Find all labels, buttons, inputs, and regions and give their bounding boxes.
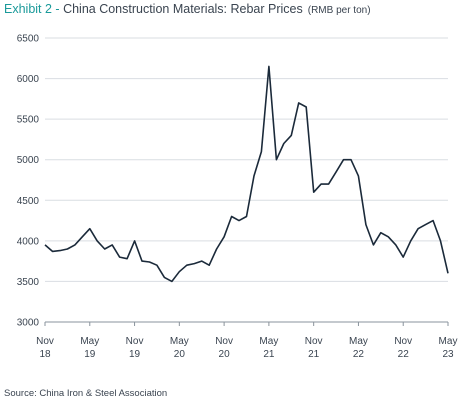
x-tick-label-line: May — [80, 336, 99, 347]
x-tick-label: Nov 22 — [394, 336, 412, 360]
x-tick-label: Nov 19 — [126, 336, 144, 360]
y-tick-label: 4000 — [17, 236, 40, 247]
x-tick-label-line: 22 — [398, 349, 410, 360]
x-tick-label-line: 18 — [39, 349, 51, 360]
source: Source: China Iron & Steel Association — [4, 388, 167, 399]
x-tick-label: May 22 — [349, 336, 368, 360]
x-tick-label-line: 20 — [174, 349, 186, 360]
x-tick-label-line: 20 — [219, 349, 231, 360]
x-tick-label-line: May — [439, 336, 458, 347]
y-tick-label: 6000 — [17, 74, 40, 85]
title-main: China Construction Materials: Rebar Pric… — [63, 2, 303, 16]
x-tick-label: May 20 — [170, 336, 189, 360]
x-tick-label-line: 23 — [442, 349, 454, 360]
x-tick-label: May 21 — [259, 336, 278, 360]
y-tick-label: 3500 — [17, 277, 40, 288]
x-tick-label-line: Nov — [215, 336, 233, 347]
x-tick-label-line: Nov — [305, 336, 323, 347]
x-tick-label-line: Nov — [394, 336, 412, 347]
x-tick-label: Nov 21 — [305, 336, 323, 360]
x-tick-label-line: 19 — [129, 349, 141, 360]
x-tick-label-line: May — [170, 336, 189, 347]
y-tick-label: 6500 — [17, 34, 40, 45]
x-tick-label-line: 21 — [308, 349, 320, 360]
x-tick-label-line: 22 — [353, 349, 365, 360]
x-tick-label-line: 21 — [263, 349, 275, 360]
y-tick-label: 3000 — [17, 318, 40, 329]
x-tick-label-line: May — [259, 336, 278, 347]
x-tick-label-line: 19 — [84, 349, 96, 360]
price-line — [44, 65, 449, 283]
x-tick-label: May 19 — [80, 336, 99, 360]
x-tick-label-line: Nov — [126, 336, 144, 347]
y-tick-label: 5000 — [17, 155, 40, 166]
x-tick-label-line: Nov — [36, 336, 54, 347]
subtitle: (RMB per ton) — [308, 5, 371, 16]
chart-title: Exhibit 2 - China Construction Materials… — [4, 2, 371, 16]
title-prefix: Exhibit 2 - — [4, 2, 63, 16]
x-tick-label: Nov 20 — [215, 336, 233, 360]
y-tick-label: 5500 — [17, 115, 40, 126]
x-tick-label: Nov 18 — [36, 336, 54, 360]
x-tick-label: May 23 — [439, 336, 458, 360]
x-tick-label-line: May — [349, 336, 368, 347]
y-tick-label: 4500 — [17, 196, 40, 207]
